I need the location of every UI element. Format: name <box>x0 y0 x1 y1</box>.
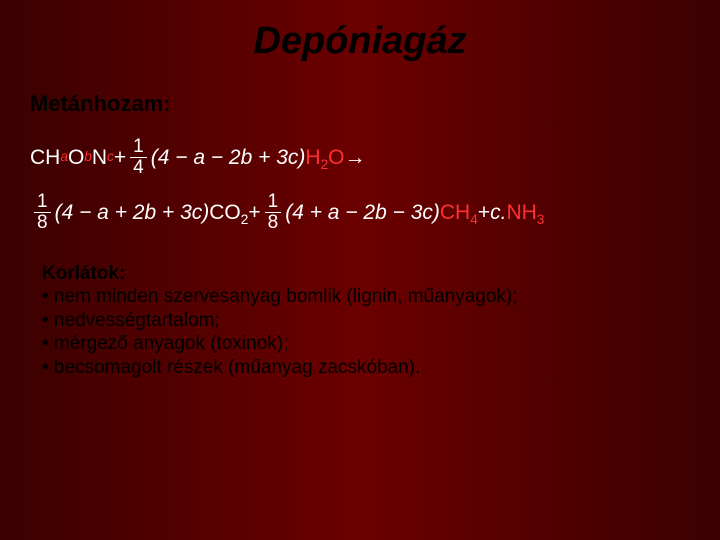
eq2-frac2: 1 8 <box>34 192 51 233</box>
slide-container: Depóniagáz Metánhozam: CHaObNc + 1 4 (4 … <box>0 0 720 540</box>
eq1-frac1-den: 4 <box>130 157 147 178</box>
eq1-plus: + <box>114 143 126 172</box>
eq2-CO2-sub: 2 <box>241 212 249 227</box>
section-heading: Metánhozam: <box>30 91 690 117</box>
eq2-plus3: + <box>478 198 490 227</box>
equation-line-2: 1 8 (4 − a + 2b + 3c) CO2 + 1 8 (4 + a −… <box>30 192 690 233</box>
eq2-frac3-den: 8 <box>265 212 282 233</box>
eq2-paren3: (4 + a − 2b − 3c) <box>285 198 440 227</box>
eq1-frac1-num: 1 <box>130 137 147 157</box>
eq2-NH: NH <box>506 201 536 224</box>
eq1-frac1: 1 4 <box>130 137 147 178</box>
limits-heading: Korlátok: <box>42 263 690 285</box>
bullet-item: • mérgező anyagok (toxinok); <box>42 332 690 356</box>
eq1-O: O <box>68 143 84 172</box>
eq2-paren2: (4 − a + 2b + 3c) <box>55 198 210 227</box>
page-title: Depóniagáz <box>30 20 690 63</box>
eq2-frac3-num: 1 <box>265 192 282 212</box>
eq1-water-H: H <box>305 146 320 169</box>
eq2-CO: CO <box>209 201 241 224</box>
eq1-N: N <box>92 143 107 172</box>
eq2-plus2: + <box>248 198 260 227</box>
eq1-water-O: O <box>328 146 344 169</box>
equation-line-1: CHaObNc + 1 4 (4 − a − 2b + 3c) H2O → <box>30 137 690 178</box>
eq1-CH: CH <box>30 143 60 172</box>
eq1-H2O: H2O <box>305 143 344 172</box>
eq2-frac3: 1 8 <box>265 192 282 233</box>
eq2-NH3-sub: 3 <box>537 212 545 227</box>
eq2-frac2-den: 8 <box>34 212 51 233</box>
limits-list: • nem minden szervesanyag bomlik (lignin… <box>42 285 690 380</box>
eq2-CH: CH <box>440 201 470 224</box>
eq2-frac2-num: 1 <box>34 192 51 212</box>
bullet-item: • becsomagolt részek (műanyag zacskóban)… <box>42 356 690 380</box>
equation-block: CHaObNc + 1 4 (4 − a − 2b + 3c) H2O → 1 … <box>30 137 690 233</box>
eq2-CO2: CO2 <box>209 198 248 227</box>
eq1-arrow: → <box>345 143 366 172</box>
eq2-c-coef: c. <box>490 198 506 227</box>
eq2-CH4: CH4 <box>440 198 478 227</box>
bullet-item: • nedvességtartalom; <box>42 309 690 333</box>
eq2-NH3: NH3 <box>506 198 544 227</box>
eq1-paren1: (4 − a − 2b + 3c) <box>151 143 306 172</box>
eq2-CH4-sub: 4 <box>470 212 478 227</box>
bullet-item: • nem minden szervesanyag bomlik (lignin… <box>42 285 690 309</box>
